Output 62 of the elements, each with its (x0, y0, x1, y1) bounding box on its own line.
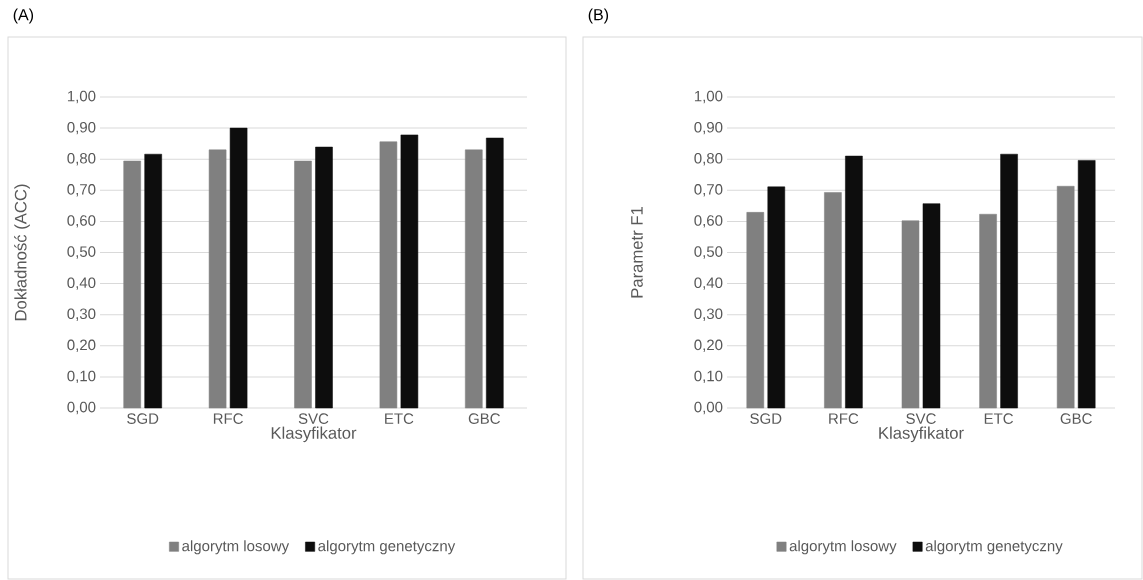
x-tick-label: RFC (829, 413, 859, 424)
text: (B) (588, 8, 609, 24)
bar (901, 220, 920, 409)
x-axis-title: Klasyfikator (271, 426, 357, 443)
y-tick-label: 0,40 (694, 277, 723, 290)
bar (123, 160, 141, 409)
bar (767, 186, 786, 409)
y-tick-label: 1,00 (67, 90, 96, 104)
y-tick-label: 1,00 (694, 90, 723, 104)
y-tick-label: 0,30 (694, 308, 723, 321)
legend-label: algorytm losowy (789, 540, 897, 555)
y-axis-title: Parametr F1 (631, 207, 643, 298)
bar (208, 149, 227, 409)
y-tick-label: 0,70 (67, 184, 96, 197)
x-axis-title: Klasyfikator (879, 426, 964, 443)
x-tick-label: ETC (385, 413, 414, 424)
x-tick-label: ETC (984, 413, 1013, 424)
bar (1000, 153, 1018, 409)
y-tick-label: 0,90 (694, 121, 723, 135)
bar (922, 203, 941, 409)
bar (315, 146, 333, 409)
legend-label: algorytm losowy (182, 540, 290, 555)
bar (400, 134, 419, 409)
bar (824, 192, 842, 409)
bar (294, 160, 312, 409)
chart-title: (A) (13, 8, 34, 24)
y-tick-label: 0,70 (694, 184, 723, 197)
x-tick-label: SVC (906, 413, 936, 424)
bar (486, 137, 504, 409)
y-tick-label: 0,30 (67, 308, 96, 321)
bar (144, 153, 162, 409)
bar (979, 213, 997, 409)
y-tick-label: 0,80 (694, 152, 723, 166)
y-tick-label: 0,20 (694, 339, 723, 352)
y-tick-label: 0,10 (67, 370, 96, 384)
x-tick-label: SGD (127, 413, 159, 424)
y-axis-title: Dokładność (ACC) (14, 184, 30, 321)
y-tick-label: 0,10 (694, 370, 723, 384)
x-tick-label: GBC (1060, 413, 1092, 424)
x-tick-label: SVC (298, 413, 329, 424)
bar (1056, 185, 1075, 409)
legend-label: algorytm genetyczny (925, 540, 1063, 555)
y-tick-label: 0,20 (67, 339, 96, 352)
x-tick-label: RFC (213, 413, 243, 424)
y-tick-label: 0,60 (694, 215, 723, 228)
bar (1077, 160, 1096, 409)
y-tick-label: 0,00 (694, 401, 723, 415)
y-tick-label: 0,50 (67, 246, 96, 259)
y-tick-label: 0,00 (67, 401, 96, 415)
y-tick-label: 0,40 (67, 277, 96, 290)
x-tick-label: SGD (750, 413, 782, 424)
bar (379, 141, 398, 409)
x-tick-label: GBC (468, 413, 500, 424)
y-tick-label: 0,50 (694, 246, 723, 259)
y-tick-label: 0,80 (67, 152, 96, 166)
bar (229, 127, 248, 409)
legend-label: algorytm genetyczny (318, 540, 456, 555)
bar (845, 155, 863, 409)
y-tick-label: 0,90 (67, 121, 96, 135)
y-tick-label: 0,60 (67, 215, 96, 228)
bar (746, 212, 765, 409)
bar (465, 149, 483, 409)
